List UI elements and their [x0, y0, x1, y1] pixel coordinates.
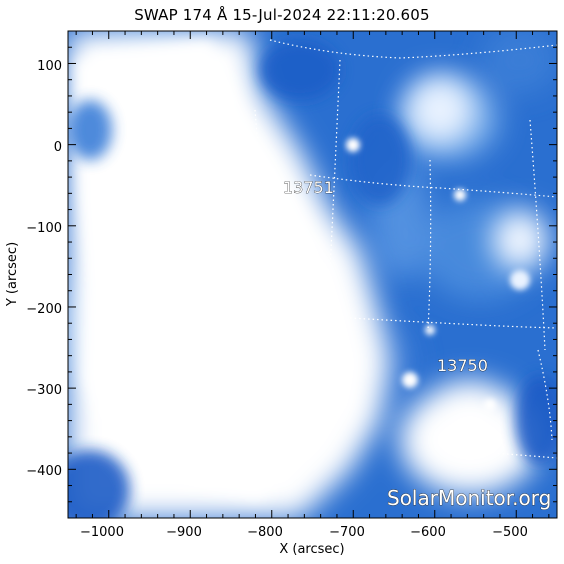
x-axis-label: X (arcsec) [279, 542, 344, 557]
y-tick-label: −100 [26, 221, 62, 236]
x-tick-label: −600 [410, 525, 446, 540]
x-tick-labels: −1000 −900 −800 −700 −600 −500 [80, 525, 528, 540]
image-title: SWAP 174 Å 15-Jul-2024 22:11:20.605 [134, 6, 430, 24]
heliographic-grid [254, 39, 557, 459]
solarmonitor-watermark: SolarMonitor.org [387, 486, 551, 510]
x-tick-label: −1000 [80, 525, 124, 540]
y-tick-label: −400 [26, 464, 62, 479]
x-tick-label: −500 [492, 525, 528, 540]
y-tick-label: −200 [26, 302, 62, 317]
y-tick-label: −300 [26, 383, 62, 398]
bright-points [346, 138, 530, 411]
y-tick-label: 100 [37, 59, 62, 74]
region-label-13750: 13750 [437, 356, 488, 375]
x-tick-label: −900 [166, 525, 202, 540]
bright-core [75, 40, 335, 500]
x-tick-label: −800 [247, 525, 283, 540]
axis-ticks [68, 30, 557, 519]
dark-plasma [68, 40, 557, 518]
region-label-13751: 13751 [283, 178, 334, 197]
y-tick-labels: 100 0 −100 −200 −300 −400 [26, 59, 62, 479]
euv-image: 13751 13750 SolarMonitor.org [68, 31, 557, 518]
y-axis-label: Y (arcsec) [5, 242, 20, 307]
x-tick-label: −700 [329, 525, 365, 540]
y-tick-label: 0 [54, 140, 62, 155]
